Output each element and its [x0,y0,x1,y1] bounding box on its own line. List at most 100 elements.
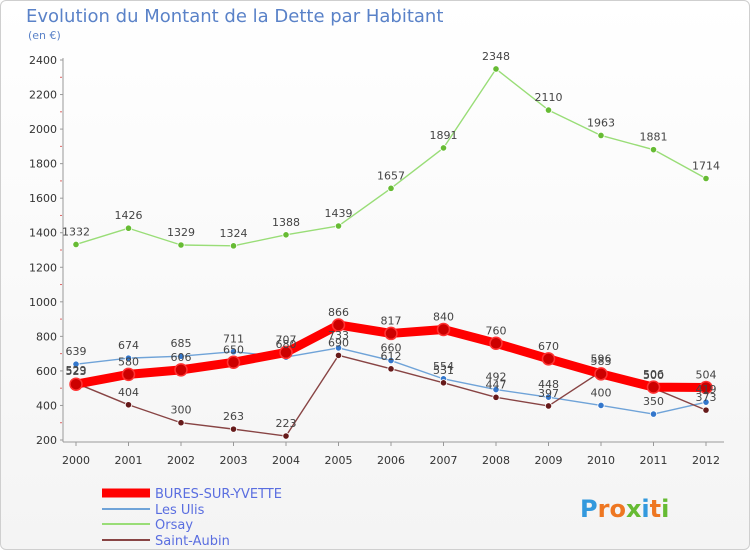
series-2-label-7: 1891 [430,129,458,142]
series-0-point-11 [646,380,661,394]
series-1-point-2 [177,352,185,360]
series-3-label-8: 447 [486,378,507,391]
series-0-point-5 [331,318,346,332]
series-1-point-0 [72,360,80,368]
series-3-point-6 [387,365,395,373]
chart-title: Evolution du Montant de la Dette par Hab… [26,6,443,27]
series-2-point-8 [492,65,500,73]
series-0-point-9 [541,352,556,366]
series-2-label-10: 1963 [587,116,615,129]
series-2-point-5 [334,222,343,230]
series-3-point-5 [334,351,343,359]
logo-letter: o [609,495,626,523]
series-0-label-3: 650 [223,343,244,356]
data-labels: 1332 1426 1329 1324 1388 1439 1657 1891 2348 2110… [62,50,720,430]
series-3-point-12 [702,406,710,414]
series-1-point-12 [702,398,710,406]
x-tick-label-4: 2004 [272,454,300,467]
y-tick-label-8: 1800 [29,158,57,171]
series-1-label-1: 674 [118,339,139,352]
legend-label-1: Les Ulis [155,503,205,518]
series-3-label-5: 690 [328,336,349,349]
series-1-label-10: 400 [591,386,612,399]
series-3-label-2: 300 [171,404,192,417]
series-2-point-9 [544,106,553,114]
series-3-label-11: 500 [643,369,664,382]
y-ticks: 200 400 600 800 1000 1200 1400 1600 1800 2000 2200… [29,54,63,447]
legend-label-2: Orsay [155,518,193,533]
series-0-label-11: 506 [643,368,664,381]
series-2-point-12 [702,174,710,183]
logo-letter: r [598,495,610,523]
series-0-label-9: 670 [538,340,559,353]
series-3-point-8 [492,393,500,401]
y-tick-label-4: 1000 [29,296,57,309]
series-3-label-10: 596 [591,353,612,366]
series-3-point-1 [124,401,133,409]
series-1-point-10 [597,401,605,410]
y-tick-label-5: 1200 [29,261,57,274]
series-0-point-8 [489,336,503,351]
logo-letter: t [650,495,661,523]
logo-letter: i [661,495,669,523]
series-0-label-8: 760 [486,324,507,337]
series-0-point-0 [69,377,83,391]
x-tick-label-0: 2000 [62,454,90,467]
series-1-label-11: 350 [643,395,664,408]
series-3-label-9: 397 [538,387,559,400]
x-tick-label-12: 2012 [692,454,720,467]
series-3-label-1: 404 [118,386,139,399]
x-tick-label-2: 2002 [167,454,195,467]
series-2-label-1: 1426 [115,209,143,222]
series-3-label-7: 531 [433,364,454,377]
series-markers [69,65,713,440]
x-tick-label-7: 2007 [430,454,458,467]
series-0-label-2: 606 [171,351,192,364]
series-0-label-10: 583 [591,355,612,368]
chart-subtitle: (en €) [28,29,61,42]
series-1-point-1 [124,354,133,362]
series-3-label-3: 263 [223,410,244,423]
series-2-label-5: 1439 [325,207,353,220]
series-1-label-2: 685 [171,337,192,350]
series-1-point-3 [229,348,238,356]
series-0-label-6: 817 [381,314,402,327]
y-tick-label-2: 600 [36,365,57,378]
series-3-point-7 [439,379,448,387]
series-3-point-9 [544,402,553,410]
series-0-label-12: 504 [696,368,717,381]
series-2-label-2: 1329 [167,226,195,239]
series-0-label-0: 523 [66,365,87,378]
series-2-point-6 [387,184,395,192]
series-0-label-4: 707 [276,333,297,346]
series-2-point-11 [649,146,658,154]
series-2-label-6: 1657 [377,169,405,182]
series-0-point-12 [699,380,713,395]
series-2-point-3 [229,242,238,250]
series-1-point-6 [387,356,395,365]
series-1-label-3: 711 [223,333,244,346]
series-2-point-0 [72,240,80,249]
series-2-label-3: 1324 [220,227,248,240]
series-3-point-4 [282,432,290,440]
series-3-label-6: 612 [381,350,402,363]
y-tick-label-10: 2200 [29,89,57,102]
logo-letter: i [641,495,649,523]
series-0-point-6 [384,326,398,341]
series-2-label-9: 2110 [535,91,563,104]
series-0-point-3 [226,355,241,370]
series-1-point-11 [649,410,658,418]
series-0-point-2 [174,363,188,377]
series-0-point-7 [436,322,451,337]
series-2-point-7 [439,144,448,152]
series-2-point-2 [177,241,185,249]
logo-letter: x [626,495,642,523]
y-tick-label-1: 400 [36,399,57,412]
series-2-label-4: 1388 [272,216,300,229]
y-tick-label-3: 800 [36,330,57,343]
series-3-point-2 [177,419,185,427]
series-1-label-8: 492 [486,371,507,384]
series-2-point-1 [124,224,133,232]
